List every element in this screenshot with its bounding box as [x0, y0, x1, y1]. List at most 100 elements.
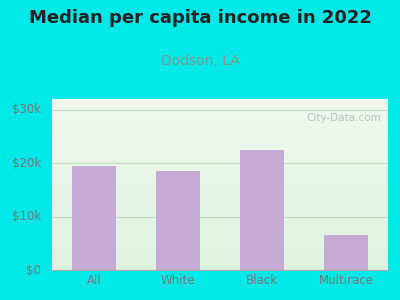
Bar	[52, 131, 388, 132]
Bar	[52, 121, 388, 122]
Bar	[52, 175, 388, 176]
Bar	[52, 173, 388, 174]
Bar	[52, 247, 388, 248]
Bar	[52, 237, 388, 238]
Bar	[52, 192, 388, 193]
Bar	[52, 165, 388, 166]
Bar	[52, 136, 388, 137]
Bar	[52, 150, 388, 151]
Bar	[52, 218, 388, 219]
Bar	[240, 150, 284, 270]
Bar	[52, 240, 388, 241]
Bar	[52, 158, 388, 159]
Text: Median per capita income in 2022: Median per capita income in 2022	[28, 9, 372, 27]
Bar	[52, 200, 388, 201]
Bar	[52, 268, 388, 269]
Bar	[52, 203, 388, 204]
Bar	[52, 246, 388, 247]
Bar	[52, 242, 388, 243]
Bar	[52, 196, 388, 197]
Bar	[52, 205, 388, 206]
Bar	[52, 214, 388, 215]
Bar	[52, 243, 388, 244]
Text: $20k: $20k	[12, 157, 41, 169]
Bar	[52, 206, 388, 207]
Bar	[52, 251, 388, 252]
Bar	[52, 160, 388, 161]
Bar	[52, 222, 388, 223]
Bar	[52, 211, 388, 212]
Bar	[52, 153, 388, 154]
Bar	[52, 118, 388, 119]
Bar	[52, 170, 388, 171]
Bar	[52, 107, 388, 108]
Bar	[52, 163, 388, 164]
Bar	[52, 227, 388, 228]
Bar	[52, 184, 388, 185]
Bar	[52, 102, 388, 103]
Bar	[52, 99, 388, 100]
Bar	[52, 201, 388, 202]
Bar	[52, 132, 388, 133]
Bar	[52, 141, 388, 142]
Bar	[52, 187, 388, 188]
Text: $30k: $30k	[12, 103, 41, 116]
Bar	[52, 142, 388, 143]
Bar	[52, 152, 388, 153]
Bar	[52, 207, 388, 208]
Bar	[52, 231, 388, 232]
Bar	[52, 182, 388, 183]
Bar	[52, 215, 388, 216]
Bar	[52, 103, 388, 104]
Bar	[52, 149, 388, 150]
Bar	[52, 228, 388, 229]
Bar	[52, 129, 388, 130]
Bar	[52, 126, 388, 127]
Bar	[52, 264, 388, 265]
Bar	[52, 193, 388, 194]
Bar	[52, 115, 388, 116]
Bar	[52, 232, 388, 233]
Bar	[52, 217, 388, 218]
Bar	[52, 195, 388, 196]
Bar	[52, 249, 388, 250]
Bar	[324, 235, 368, 270]
Bar	[52, 146, 388, 147]
Bar	[52, 265, 388, 266]
Bar	[52, 213, 388, 214]
Bar	[52, 172, 388, 173]
Bar	[52, 110, 388, 111]
Bar	[52, 220, 388, 221]
Bar	[52, 178, 388, 179]
Bar	[52, 239, 388, 240]
Bar	[52, 236, 388, 237]
Bar	[52, 253, 388, 254]
Bar	[52, 137, 388, 138]
Bar	[52, 161, 388, 162]
Bar	[52, 133, 388, 134]
Bar	[52, 166, 388, 167]
Bar	[52, 157, 388, 158]
Bar	[52, 119, 388, 120]
Bar	[52, 156, 388, 157]
Bar	[52, 143, 388, 144]
Bar	[52, 144, 388, 145]
Bar	[52, 114, 388, 115]
Bar	[52, 101, 388, 102]
Bar	[52, 257, 388, 258]
Bar	[52, 135, 388, 136]
Bar	[52, 185, 388, 186]
Bar	[52, 140, 388, 141]
Bar	[52, 138, 388, 139]
Bar	[52, 216, 388, 217]
Bar	[52, 234, 388, 235]
Bar	[52, 212, 388, 213]
Bar	[52, 134, 388, 135]
Bar	[52, 109, 388, 110]
Bar	[52, 254, 388, 255]
Bar	[52, 229, 388, 230]
Bar	[52, 104, 388, 105]
Text: Dodson, LA: Dodson, LA	[160, 54, 240, 68]
Bar	[52, 241, 388, 242]
Bar	[52, 244, 388, 245]
